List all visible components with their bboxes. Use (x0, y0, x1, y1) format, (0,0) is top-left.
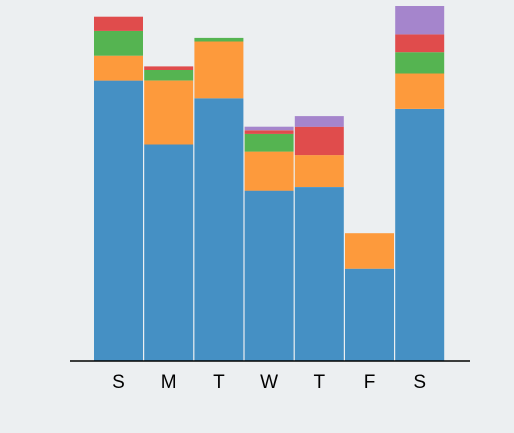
bar-segment-5-purple (294, 116, 344, 127)
bar-segment-6-orange (345, 233, 394, 269)
bar-segment-7-blue (395, 109, 445, 361)
bar-segment-1-green (94, 30, 143, 56)
bar-segment-2-blue (144, 144, 194, 361)
x-tick-label-7: S (413, 372, 426, 393)
bar-segment-2-red (144, 66, 194, 70)
x-tick-label-5: T (313, 372, 325, 393)
bar-segment-1-blue (94, 80, 143, 361)
bars-layer (94, 6, 445, 362)
bar-segment-5-red (294, 126, 344, 156)
bar-segment-3-orange (194, 41, 244, 99)
bar-segment-4-blue (244, 190, 294, 361)
bar-segment-4-red (244, 130, 294, 134)
bar-segment-4-green (244, 133, 294, 152)
bar-segment-7-green (395, 52, 445, 74)
bar-segment-1-orange (94, 55, 143, 81)
bar-segment-6-blue (345, 268, 394, 361)
bar-segment-5-orange (294, 155, 344, 187)
x-tick-label-1: S (112, 372, 125, 393)
bar-segment-5-blue (294, 187, 344, 361)
x-tick-label-4: W (260, 372, 278, 393)
bar-segment-3-blue (194, 98, 244, 362)
bar-segment-3-green (194, 37, 244, 42)
x-tick-label-3: T (213, 372, 225, 393)
bar-segment-4-purple (244, 126, 294, 131)
bar-segment-4-orange (244, 151, 294, 191)
bar-segment-7-red (395, 34, 445, 53)
bar-segment-2-orange (144, 80, 194, 145)
bar-segment-1-red (94, 16, 143, 31)
x-tick-label-6: F (364, 372, 376, 393)
bar-segment-2-green (144, 69, 194, 81)
bar-segment-7-purple (395, 6, 445, 35)
x-tick-label-2: M (161, 372, 177, 393)
bar-segment-7-orange (395, 73, 445, 109)
